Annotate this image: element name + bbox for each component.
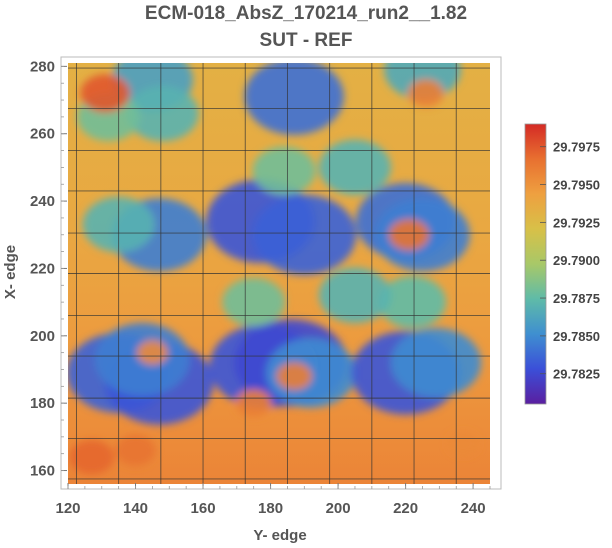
- colorbar-tick-label: 29.7975: [553, 140, 600, 155]
- colorbar-tick-label: 29.7825: [553, 367, 600, 382]
- data-feature-high-24: [80, 74, 130, 113]
- plot-frame: [60, 56, 502, 490]
- y-tick-label: 180: [30, 395, 55, 412]
- data-feature-high-32: [447, 431, 479, 456]
- y-tick-label: 220: [30, 260, 55, 277]
- data-feature-high-30: [407, 79, 444, 108]
- colorbar-tick-label: 29.7850: [553, 329, 600, 344]
- data-feature-high-26: [115, 434, 156, 466]
- x-tick-label: 120: [55, 500, 80, 517]
- plot-area: [68, 63, 490, 484]
- colorbar-tick-label: 29.7950: [553, 178, 600, 193]
- data-feature-low-23: [318, 267, 392, 324]
- colorbar: 29.7975 29.7950 29.7925 29.7900 29.7875 29.78…: [524, 123, 600, 405]
- data-feature-low-21: [222, 277, 286, 327]
- data-feature-low-9: [252, 194, 357, 275]
- data-feature-low-19: [252, 146, 316, 196]
- x-tick-label: 240: [461, 500, 486, 517]
- data-feature-low-7: [390, 328, 482, 398]
- x-axis: 120 140 160 180 200 220 240: [55, 483, 491, 517]
- grid-lines: [68, 63, 490, 484]
- data-feature-high-31: [136, 340, 168, 365]
- data-feature-high-28: [276, 362, 313, 390]
- data-feature-high-29: [388, 219, 430, 251]
- data-feature-low-18: [318, 139, 392, 196]
- chart-title: ECM-018_AbsZ_170214_run2__1.82: [144, 3, 468, 24]
- data-feature-low-20: [378, 276, 447, 329]
- data-feature-low-17: [126, 85, 199, 142]
- x-axis-label: Y- edge: [253, 527, 306, 544]
- colorbar-tick-label: 29.7875: [553, 291, 600, 306]
- x-tick-label: 180: [258, 500, 283, 517]
- data-feature-low-14: [244, 63, 344, 135]
- data-feature-high-27: [235, 389, 272, 417]
- colorbar-tick-label: 29.7925: [553, 215, 600, 230]
- y-tick-label: 260: [30, 126, 55, 143]
- y-tick-label: 160: [30, 463, 55, 480]
- y-tick-label: 200: [30, 328, 55, 345]
- y-axis: 160 180 200 220 240 260 280: [30, 58, 67, 480]
- chart-subtitle: SUT - REF: [259, 30, 353, 51]
- x-tick-label: 200: [326, 500, 351, 517]
- x-tick-label: 160: [191, 500, 216, 517]
- x-tick-label: 140: [123, 500, 148, 517]
- y-tick-label: 280: [30, 58, 55, 75]
- data-feature-high-25: [69, 439, 115, 475]
- colorbar-bar: [524, 123, 547, 405]
- colorbar-tick-label: 29.7900: [553, 253, 600, 268]
- y-tick-label: 240: [30, 193, 55, 210]
- x-tick-label: 220: [393, 500, 418, 517]
- y-axis-label: X- edge: [2, 245, 19, 299]
- data-features: [68, 63, 482, 475]
